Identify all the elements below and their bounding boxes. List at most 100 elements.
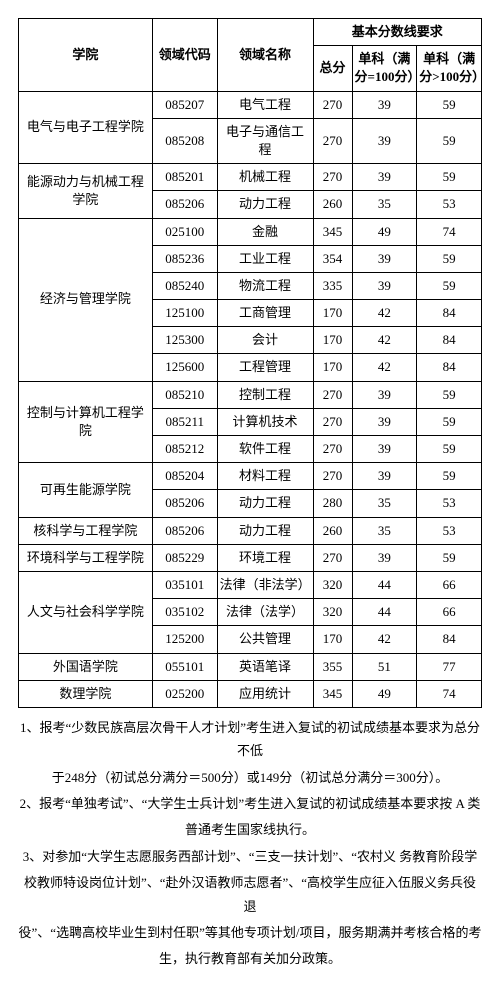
cell-s2: 77 [417,653,482,680]
cell-code: 025100 [152,218,217,245]
cell-college: 电气与电子工程学院 [19,91,153,164]
cell-s1: 42 [352,626,417,653]
cell-code: 125300 [152,327,217,354]
cell-s2: 59 [417,245,482,272]
cell-code: 085210 [152,381,217,408]
th-score-group: 基本分数线要求 [313,19,482,46]
cell-code: 085211 [152,408,217,435]
cell-s1: 39 [352,245,417,272]
cell-s2: 84 [417,354,482,381]
cell-name: 物流工程 [217,272,313,299]
cell-s1: 49 [352,218,417,245]
cell-s1: 39 [352,408,417,435]
cell-name: 会计 [217,327,313,354]
notes-block: 1、报考“少数民族高层次骨干人才计划”考生进入复试的初试成绩基本要求为总分不低于… [18,716,482,971]
cell-code: 055101 [152,653,217,680]
cell-code: 125100 [152,300,217,327]
cell-name: 应用统计 [217,680,313,707]
cell-total: 345 [313,218,352,245]
table-row: 可再生能源学院085204材料工程2703959 [19,463,482,490]
cell-total: 345 [313,680,352,707]
table-row: 核科学与工程学院085206动力工程2603553 [19,517,482,544]
cell-s2: 59 [417,118,482,163]
cell-code: 085207 [152,91,217,118]
cell-total: 260 [313,191,352,218]
note-line: 役”、“选聘高校毕业生到村任职”等其他专项计划/项目，服务期满并考核合格的考 [18,921,482,944]
cell-s1: 35 [352,191,417,218]
cell-s2: 66 [417,571,482,598]
cell-code: 085208 [152,118,217,163]
th-sub2: 单科（满分>100分） [417,46,482,91]
cell-code: 035102 [152,599,217,626]
cell-s2: 66 [417,599,482,626]
cell-name: 公共管理 [217,626,313,653]
cell-name: 计算机技术 [217,408,313,435]
cell-total: 270 [313,408,352,435]
cell-code: 085212 [152,436,217,463]
cell-total: 260 [313,517,352,544]
note-line: 1、报考“少数民族高层次骨干人才计划”考生进入复试的初试成绩基本要求为总分不低 [18,716,482,763]
table-row: 电气与电子工程学院085207电气工程2703959 [19,91,482,118]
cell-total: 270 [313,164,352,191]
cell-s2: 84 [417,300,482,327]
cell-total: 270 [313,436,352,463]
cell-s1: 35 [352,517,417,544]
cell-college: 核科学与工程学院 [19,517,153,544]
cell-total: 335 [313,272,352,299]
cell-college: 环境科学与工程学院 [19,544,153,571]
th-total: 总分 [313,46,352,91]
cell-college: 能源动力与机械工程学院 [19,164,153,218]
table-row: 环境科学与工程学院085229环境工程2703959 [19,544,482,571]
cell-total: 270 [313,91,352,118]
cell-total: 170 [313,626,352,653]
cell-college: 经济与管理学院 [19,218,153,381]
cell-name: 环境工程 [217,544,313,571]
cell-total: 270 [313,118,352,163]
cell-name: 工商管理 [217,300,313,327]
cell-total: 270 [313,544,352,571]
cell-s2: 59 [417,463,482,490]
note-line: 2、报考“单独考试”、“大学生士兵计划”考生进入复试的初试成绩基本要求按 A 类 [18,792,482,815]
cell-code: 125200 [152,626,217,653]
cell-name: 工程管理 [217,354,313,381]
cell-total: 355 [313,653,352,680]
cell-s1: 39 [352,463,417,490]
cell-s1: 39 [352,436,417,463]
cell-total: 170 [313,354,352,381]
cell-total: 270 [313,381,352,408]
cell-name: 法律（非法学） [217,571,313,598]
cell-total: 170 [313,300,352,327]
table-row: 控制与计算机工程学院085210控制工程2703959 [19,381,482,408]
cell-s2: 74 [417,218,482,245]
cell-s2: 59 [417,381,482,408]
th-college: 学院 [19,19,153,92]
cell-college: 可再生能源学院 [19,463,153,517]
cell-code: 085206 [152,490,217,517]
table-row: 外国语学院055101英语笔译3555177 [19,653,482,680]
cell-s1: 39 [352,118,417,163]
cell-name: 机械工程 [217,164,313,191]
th-sub1: 单科（满分=100分） [352,46,417,91]
cell-total: 270 [313,463,352,490]
cell-s1: 39 [352,381,417,408]
cell-name: 金融 [217,218,313,245]
cell-name: 软件工程 [217,436,313,463]
cell-name: 控制工程 [217,381,313,408]
cell-code: 025200 [152,680,217,707]
cell-s2: 59 [417,436,482,463]
cell-name: 工业工程 [217,245,313,272]
cell-name: 动力工程 [217,517,313,544]
cell-s2: 59 [417,91,482,118]
cell-code: 085206 [152,517,217,544]
cell-code: 085201 [152,164,217,191]
table-row: 经济与管理学院025100金融3454974 [19,218,482,245]
cell-total: 320 [313,599,352,626]
cell-name: 电气工程 [217,91,313,118]
cell-s1: 42 [352,354,417,381]
cell-code: 085240 [152,272,217,299]
cell-code: 035101 [152,571,217,598]
cell-name: 动力工程 [217,191,313,218]
cell-s1: 42 [352,327,417,354]
cell-code: 125600 [152,354,217,381]
cell-s2: 59 [417,544,482,571]
